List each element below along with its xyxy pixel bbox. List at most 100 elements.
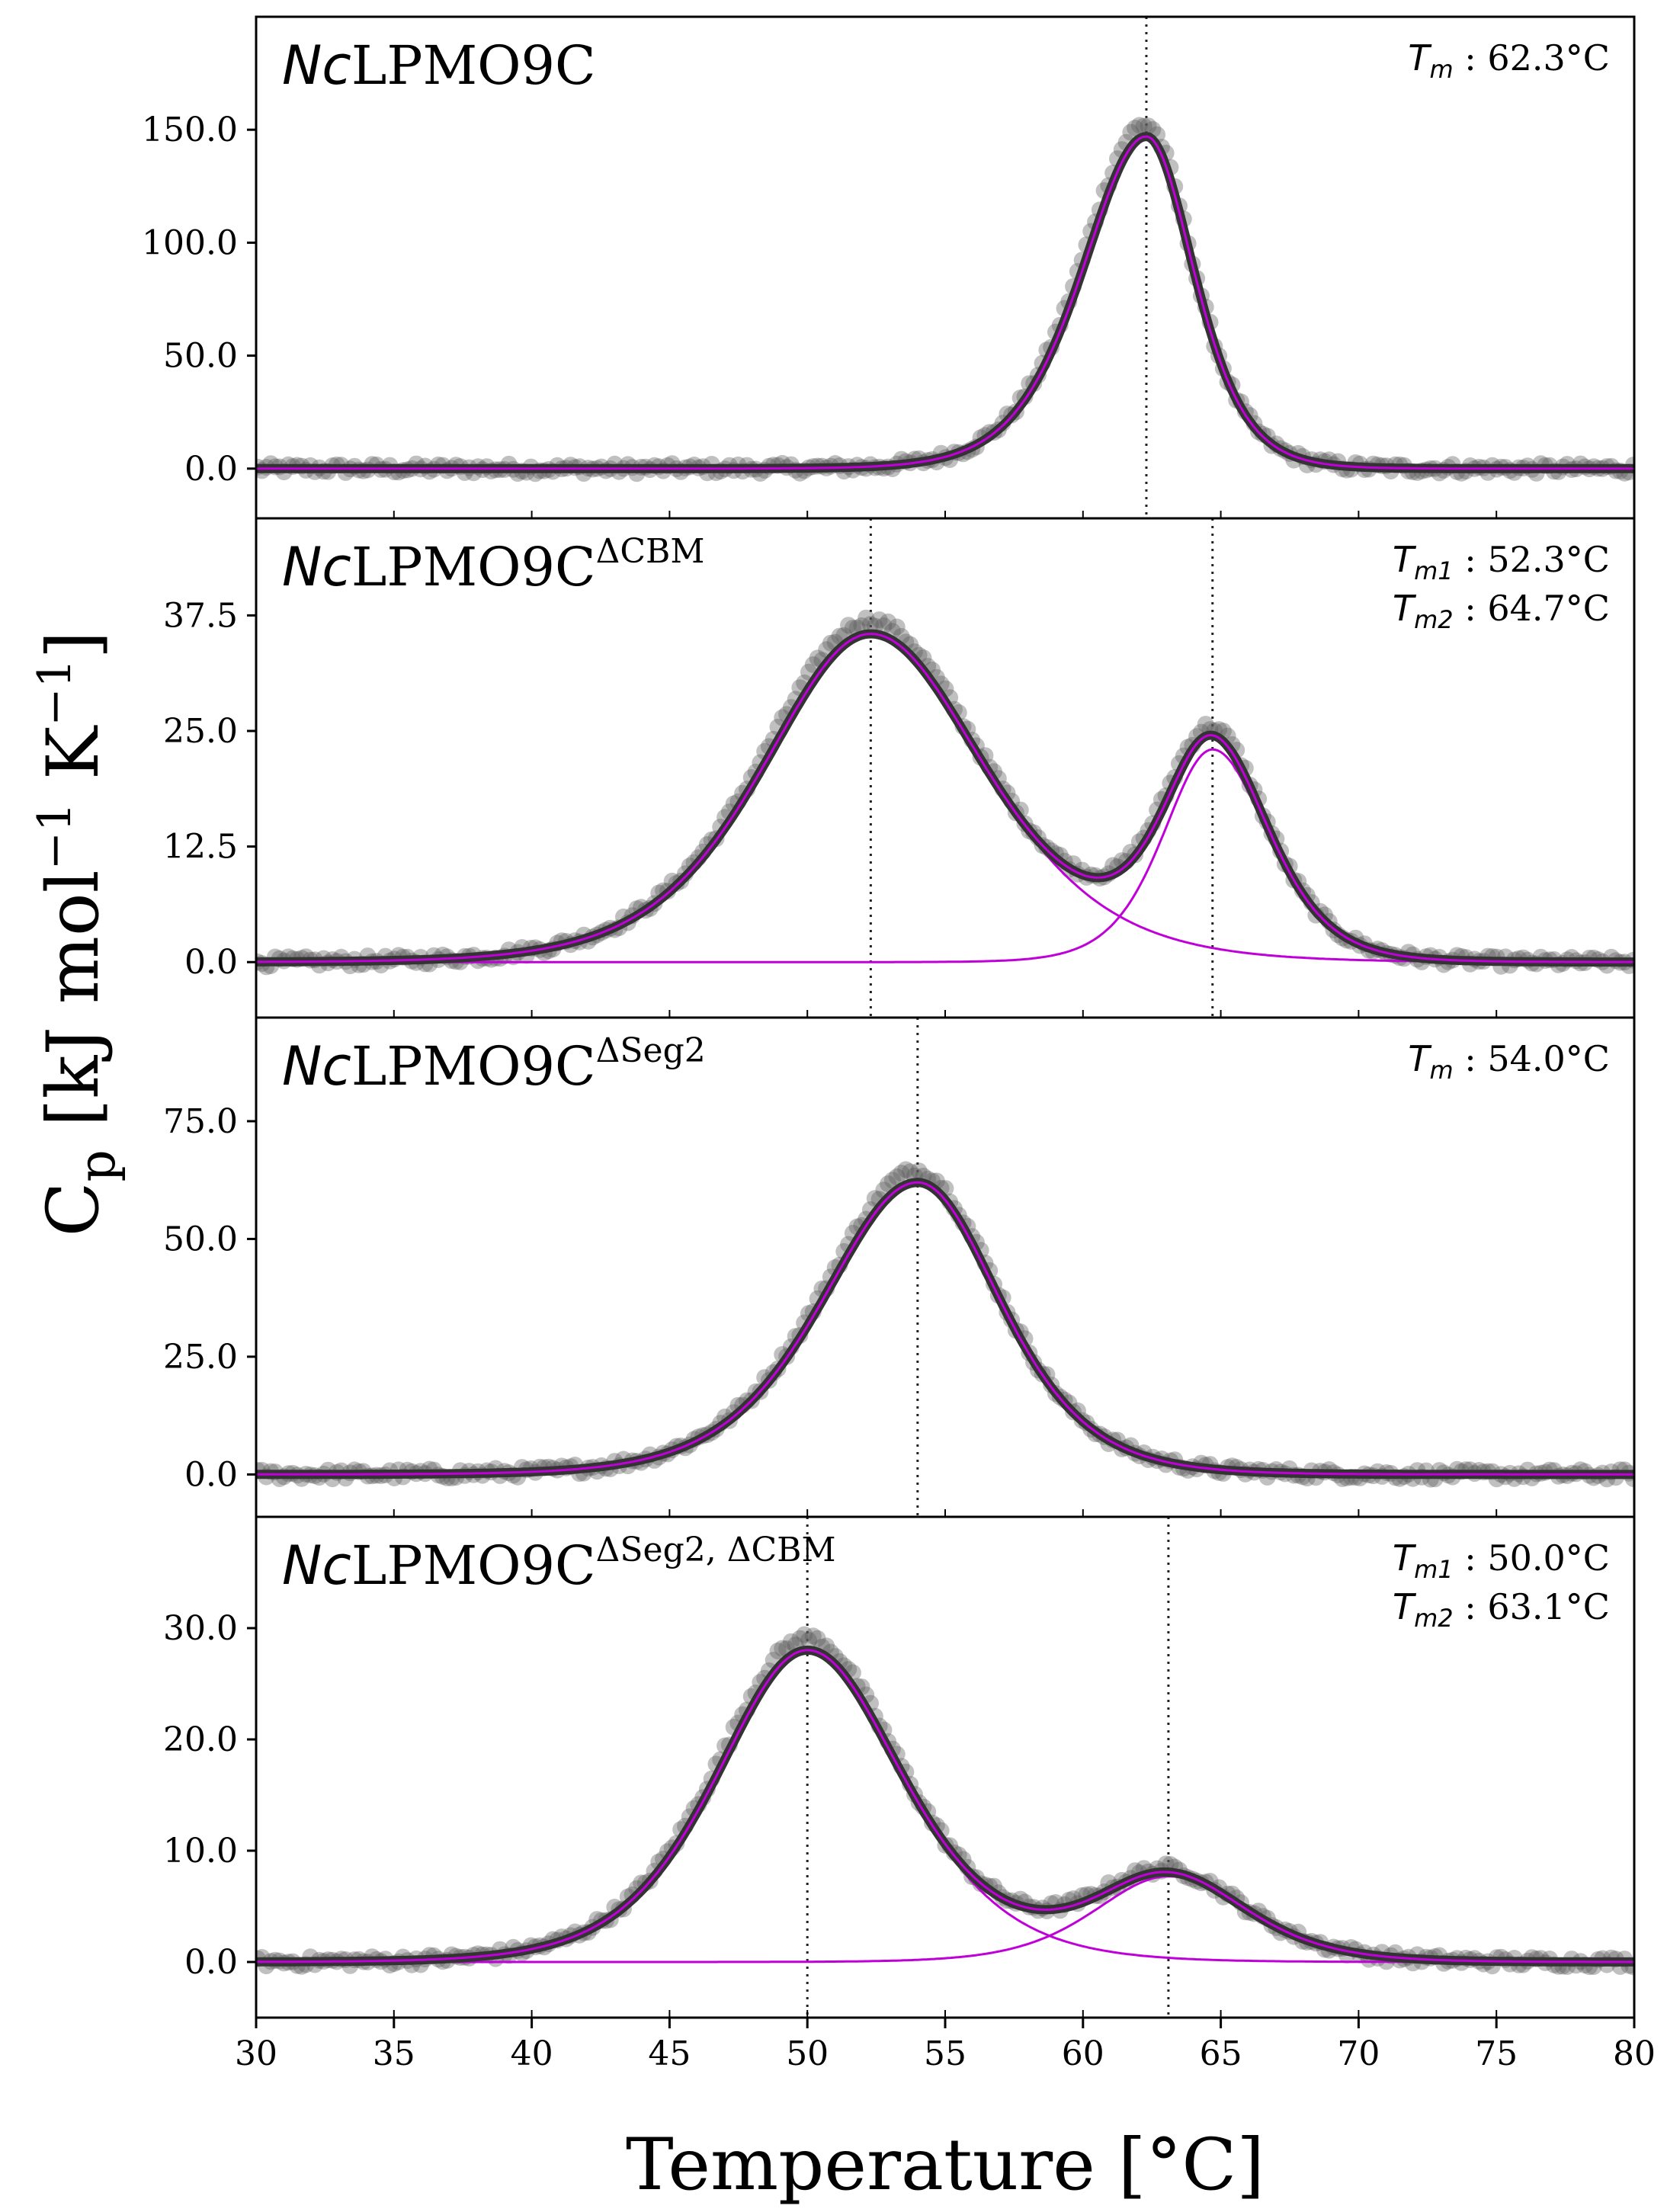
y-tick-label: 0.0 [184,1943,238,1982]
x-tick-label: 40 [511,2034,553,2073]
panel-1: 0.0 50.0 100.0 150.0 NcLPMO9C Tm : 62.3°C [142,15,1636,520]
x-tick-label: 60 [1062,2034,1104,2073]
y-tick-label: 150.0 [142,111,238,149]
plot-area [256,17,1634,518]
y-tick-label: 0.0 [184,1455,238,1494]
x-tick-label: 30 [235,2034,277,2073]
x-tick-label: 80 [1613,2034,1656,2073]
data-point [1127,120,1144,136]
y-tick-label: 0.0 [184,943,238,982]
data-point [862,616,879,633]
tm-annotation-1: Tm : 54.0°C [1408,1038,1610,1085]
y-axis-label: Cp [kJ mol−1 K−1] [28,631,127,1237]
data-point [769,1642,787,1659]
tm-subscript: m [1429,1056,1453,1085]
data-point [800,1631,817,1649]
svg-text:Cp [kJ mol−1 K−1]: Cp [kJ mol−1 K−1] [28,631,127,1237]
y-axis-label-unit-prefix: [kJ mol [32,870,115,1149]
y-tick-label: 20.0 [163,1720,238,1759]
data-point [791,1630,809,1647]
tm-value: : 54.0°C [1454,1038,1610,1079]
panel-title-main: LPMO9C [351,1534,596,1597]
x-axis-label: Temperature [°C] [626,2124,1265,2207]
tm-value: : 52.3°C [1454,539,1610,580]
panel-title-italic: Nc [282,1534,351,1597]
tm-symbol: T [1393,1537,1417,1579]
tm-subscript: m1 [1414,1555,1454,1584]
fit-center-line [256,1181,1634,1476]
y-axis-label-unit-mid: K [32,725,115,803]
data-point [910,1162,928,1180]
fit-center-line [256,1649,1634,1964]
data-point [902,1163,919,1181]
tm-value: : 62.3°C [1454,37,1610,79]
y-tick-label: 100.0 [142,223,238,262]
y-tick-label: 75.0 [163,1102,238,1141]
data-point [774,1640,791,1657]
tm-annotation-1: Tm1 : 50.0°C [1393,1537,1610,1584]
data-point [1135,117,1152,135]
tm-annotation-1: Tm : 62.3°C [1408,37,1610,84]
panel-title-italic: Nc [282,1035,351,1098]
x-tick-label: 70 [1337,2034,1380,2073]
x-tick-label: 45 [648,2034,691,2073]
tm-symbol: T [1408,37,1432,79]
x-tick-label: 50 [786,2034,829,2073]
y-axis-label-unit-suffix: ] [32,631,115,659]
data-point [1197,716,1214,733]
y-tick-label: 37.5 [163,596,238,635]
tm-subscript: m [1429,55,1453,84]
panel-title: NcLPMO9CΔSeg2 [282,1031,706,1098]
data-point [888,618,906,636]
tm-symbol: T [1393,588,1417,629]
tm-annotation-1: Tm1 : 52.3°C [1393,539,1610,585]
y-axis-label-symbol: C [32,1181,115,1236]
data-point [880,613,897,630]
y-tick-label: 25.0 [163,1338,238,1377]
y-axis-label-exponent-2: −1 [28,659,82,726]
panel-title-superscript: ΔSeg2, ΔCBM [596,1531,836,1569]
data-point [840,617,858,634]
data-point [883,1172,901,1189]
data-point [888,1168,906,1185]
panel-title: NcLPMO9C [282,34,596,97]
panel-title-main: LPMO9C [351,34,596,97]
tm-annotation-2: Tm2 : 63.1°C [1393,1586,1610,1633]
fit-center-line [256,633,1634,963]
x-tick-label: 35 [373,2034,415,2073]
panel-title-main: LPMO9C [351,1035,596,1098]
panel-title-italic: Nc [282,536,351,598]
fit-center-line [256,135,1634,470]
plot-area [256,518,1634,1018]
x-tick-label: 55 [924,2034,967,2073]
plot-area [256,1018,1634,1517]
data-point [1130,117,1148,134]
y-tick-label: 12.5 [163,828,238,867]
panel-title-italic: Nc [282,34,351,97]
x-tick-label: 75 [1475,2034,1518,2073]
y-axis-label-exponent-1: −1 [28,803,82,870]
y-tick-label: 30.0 [163,1609,238,1648]
tm-symbol: T [1393,539,1417,580]
panel-title-superscript: ΔSeg2 [596,1031,706,1070]
plot-area [256,1517,1634,2018]
panel-title-superscript: ΔCBM [596,532,705,571]
y-tick-label: 50.0 [163,1220,238,1258]
tm-subscript: m2 [1414,1604,1454,1633]
panel-title: NcLPMO9CΔSeg2, ΔCBM [282,1531,836,1597]
panel-4: 0.0 10.0 20.0 30.0 NcLPMO9CΔSeg2, ΔCBM Tm1 : … [163,1515,1636,2019]
shared-x-axis: 30 35 40 45 50 55 60 65 70 75 80 [235,2018,1656,2073]
tm-value: : 50.0°C [1454,1537,1610,1579]
y-axis-label-subscript: p [68,1149,127,1181]
x-tick-label: 65 [1200,2034,1242,2073]
panel-title: NcLPMO9CΔCBM [282,532,704,598]
y-tick-label: 0.0 [184,450,238,489]
data-point [897,1161,915,1178]
data-point [875,617,893,634]
tm-symbol: T [1393,1586,1417,1627]
tm-annotation-2: Tm2 : 64.7°C [1393,588,1610,634]
